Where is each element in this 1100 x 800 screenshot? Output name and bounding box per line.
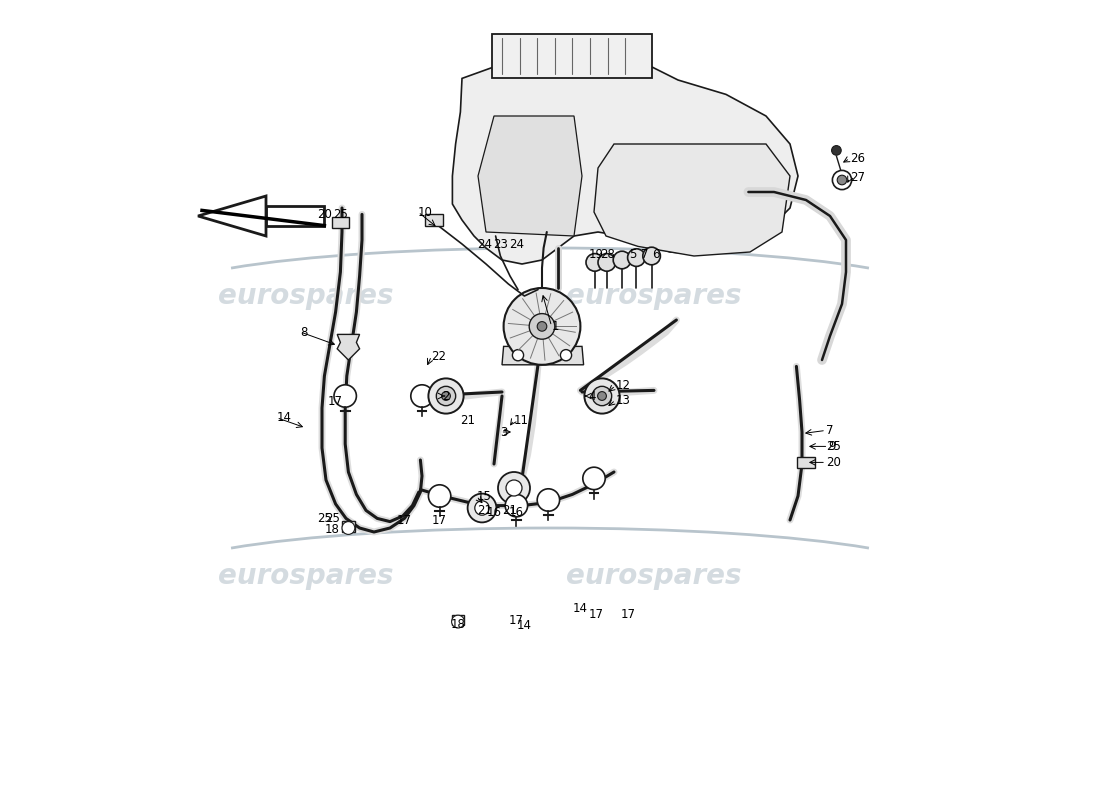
Circle shape	[584, 378, 619, 414]
Circle shape	[428, 378, 463, 414]
Text: 19: 19	[588, 248, 604, 261]
Circle shape	[598, 254, 616, 271]
Circle shape	[837, 175, 847, 185]
Text: 1: 1	[551, 320, 559, 333]
Text: 10: 10	[418, 206, 433, 218]
Polygon shape	[266, 206, 324, 226]
Text: 9: 9	[828, 440, 836, 453]
Text: 6: 6	[652, 248, 659, 261]
Polygon shape	[338, 334, 360, 360]
Polygon shape	[594, 144, 790, 256]
Text: 22: 22	[431, 350, 447, 362]
Circle shape	[832, 146, 842, 155]
Circle shape	[586, 254, 604, 271]
Circle shape	[529, 314, 554, 339]
Circle shape	[628, 249, 646, 266]
Text: 16: 16	[486, 506, 502, 518]
Text: 11: 11	[514, 414, 529, 426]
Text: 24: 24	[477, 238, 492, 250]
Text: 12: 12	[616, 379, 630, 392]
Circle shape	[468, 494, 496, 522]
Text: 21: 21	[503, 504, 517, 517]
Text: 23: 23	[493, 238, 508, 250]
Circle shape	[613, 251, 630, 269]
Circle shape	[410, 385, 433, 407]
Text: 20: 20	[317, 208, 332, 221]
Text: 17: 17	[328, 395, 342, 408]
Text: 24: 24	[509, 238, 524, 250]
Polygon shape	[502, 346, 584, 365]
Text: 4: 4	[588, 390, 596, 402]
Circle shape	[560, 350, 572, 361]
Circle shape	[504, 288, 581, 365]
Bar	[331, 217, 349, 228]
Text: 17: 17	[588, 608, 604, 621]
Circle shape	[334, 385, 356, 407]
Circle shape	[642, 247, 660, 265]
Text: eurospares: eurospares	[566, 562, 741, 590]
Text: 15: 15	[476, 490, 492, 502]
Text: 16: 16	[509, 506, 524, 518]
Text: 18: 18	[324, 523, 340, 536]
Text: 17: 17	[432, 514, 447, 526]
Circle shape	[498, 472, 530, 504]
Circle shape	[583, 467, 605, 490]
Text: 26: 26	[850, 152, 865, 165]
Bar	[342, 521, 355, 532]
Text: 8: 8	[300, 326, 308, 338]
Text: 17: 17	[620, 608, 636, 621]
Text: 2: 2	[442, 390, 450, 402]
Text: 17: 17	[509, 614, 524, 626]
Text: 21: 21	[461, 414, 475, 426]
Circle shape	[513, 350, 524, 361]
Circle shape	[505, 494, 528, 517]
Text: 13: 13	[616, 394, 630, 406]
Text: eurospares: eurospares	[566, 282, 741, 310]
Text: 7: 7	[640, 248, 648, 261]
Circle shape	[592, 386, 612, 406]
Circle shape	[597, 392, 606, 400]
Text: eurospares: eurospares	[218, 562, 394, 590]
Text: 17: 17	[397, 514, 411, 526]
Text: 25: 25	[333, 208, 348, 221]
Polygon shape	[452, 64, 798, 264]
Polygon shape	[478, 116, 582, 236]
Circle shape	[537, 489, 560, 511]
Text: 21: 21	[477, 504, 492, 517]
Circle shape	[475, 501, 490, 515]
Text: 7: 7	[826, 424, 834, 437]
Circle shape	[441, 392, 450, 400]
Circle shape	[537, 322, 547, 331]
Text: 25: 25	[317, 512, 332, 525]
Polygon shape	[493, 34, 652, 78]
Text: 14: 14	[276, 411, 292, 424]
Text: 5: 5	[629, 248, 636, 261]
Bar	[426, 214, 443, 226]
Bar	[452, 614, 464, 626]
Circle shape	[428, 485, 451, 507]
Circle shape	[342, 522, 355, 534]
Bar	[798, 457, 815, 468]
Text: 28: 28	[601, 248, 615, 261]
Circle shape	[437, 386, 455, 406]
Text: 25: 25	[826, 440, 840, 453]
Polygon shape	[198, 196, 266, 236]
Text: 25: 25	[324, 512, 340, 525]
Circle shape	[833, 170, 851, 190]
Text: 18: 18	[451, 618, 465, 630]
Circle shape	[506, 480, 522, 496]
Circle shape	[452, 615, 464, 628]
Text: 14: 14	[517, 619, 532, 632]
Text: eurospares: eurospares	[218, 282, 394, 310]
Text: 3: 3	[500, 426, 508, 438]
Text: 20: 20	[826, 456, 840, 469]
Text: 14: 14	[573, 602, 587, 614]
Text: 27: 27	[850, 171, 865, 184]
